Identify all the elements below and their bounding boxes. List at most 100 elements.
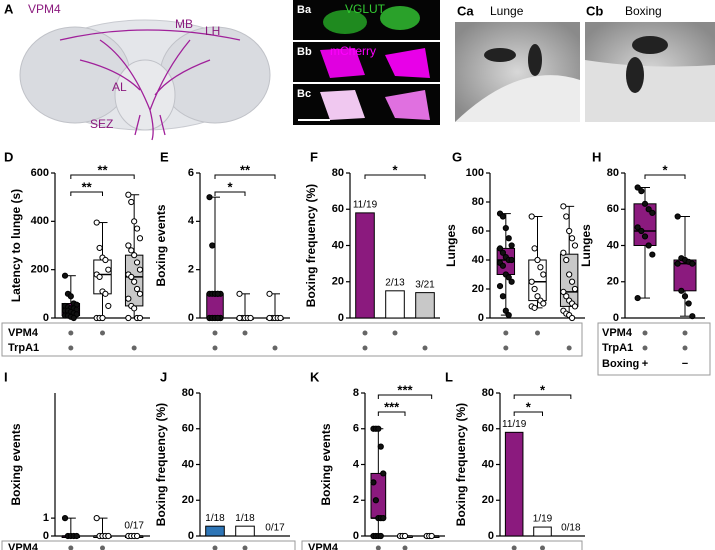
data-point <box>502 307 509 314</box>
image-label: Boxing <box>625 4 662 18</box>
data-point <box>206 194 213 201</box>
condition-dot <box>503 345 509 351</box>
data-point <box>99 314 106 322</box>
data-point <box>372 497 379 504</box>
data-point <box>634 224 641 231</box>
data-point <box>571 303 579 310</box>
data-point <box>136 235 144 242</box>
value-label: 0/18 <box>561 523 581 534</box>
y-tick-label: 60 <box>182 423 194 435</box>
y-tick-label: 4 <box>353 458 360 470</box>
region-label: MB <box>175 17 193 31</box>
data-point <box>563 213 570 220</box>
data-point <box>563 293 570 300</box>
stain-label: VGLUT <box>345 2 386 16</box>
significance-bracket <box>377 411 406 416</box>
data-point <box>689 313 696 320</box>
y-axis-title: Latency to lunge (s) <box>9 189 23 302</box>
data-point <box>674 260 681 267</box>
panel-letter: E <box>160 149 169 164</box>
y-tick-label: 0 <box>43 312 49 324</box>
bar <box>385 290 405 319</box>
condition-dot <box>68 545 74 550</box>
data-point <box>566 227 573 235</box>
significance-bracket <box>644 174 686 179</box>
significance-bracket <box>513 411 543 416</box>
y-tick-label: 20 <box>332 276 344 288</box>
data-point <box>528 213 535 220</box>
y-tick-label: 6 <box>188 167 194 179</box>
panel-letter: D <box>4 149 13 164</box>
data-point <box>61 515 69 522</box>
value-label: 3/21 <box>415 279 435 290</box>
y-tick-label: 40 <box>472 254 484 266</box>
y-axis-title: Lunges <box>444 224 458 267</box>
condition-dot <box>68 345 74 351</box>
data-point <box>428 532 435 540</box>
condition-table <box>1 540 296 550</box>
panel-letter: Cb <box>586 3 603 18</box>
bar <box>205 525 225 537</box>
data-point <box>133 532 141 540</box>
value-label: 1/19 <box>533 514 553 525</box>
y-tick-label: 60 <box>482 423 494 435</box>
data-point <box>214 290 221 297</box>
significance-bracket <box>364 174 426 179</box>
y-tick-label: 8 <box>353 387 359 399</box>
condition-dot <box>100 545 105 550</box>
data-point <box>73 532 80 540</box>
data-point <box>499 249 507 256</box>
data-point <box>125 191 132 198</box>
data-point <box>634 184 641 191</box>
data-point <box>634 294 641 302</box>
condition-dot <box>511 545 517 550</box>
value-label: 0/17 <box>124 521 144 532</box>
data-point <box>214 314 221 322</box>
data-point <box>560 249 567 256</box>
condition-dot <box>362 345 368 351</box>
data-point <box>674 213 681 220</box>
y-tick-label: 80 <box>472 196 484 208</box>
data-point <box>96 273 103 281</box>
data-point <box>375 425 382 432</box>
value-label: 1/18 <box>205 513 225 524</box>
data-point <box>638 227 645 235</box>
significance-bracket <box>377 394 433 399</box>
data-point <box>678 287 685 294</box>
data-point <box>502 225 509 232</box>
box <box>206 293 224 319</box>
condition-dot <box>566 345 572 351</box>
data-point <box>236 314 243 322</box>
y-axis-title: Boxing frequency (%) <box>454 403 468 526</box>
condition-dot <box>100 330 105 336</box>
data-point <box>128 273 135 281</box>
data-point <box>563 256 570 264</box>
data-point <box>277 314 284 322</box>
data-point <box>531 304 538 311</box>
y-tick-label: 40 <box>182 458 194 470</box>
data-point <box>568 278 576 285</box>
y-tick-label: 60 <box>472 225 484 237</box>
condition-dot <box>402 545 408 550</box>
bar <box>415 292 435 319</box>
value-label: 11/19 <box>353 200 378 211</box>
data-point <box>209 242 216 249</box>
data-point <box>540 300 547 307</box>
data-point <box>499 262 507 269</box>
data-point <box>649 251 656 258</box>
data-point <box>505 235 512 242</box>
sign-label: − <box>682 358 688 370</box>
value-label: 11/19 <box>502 419 527 430</box>
y-tick-label: 4 <box>188 215 195 227</box>
y-axis-title: Lunges <box>579 224 593 267</box>
y-tick-label: 0 <box>478 312 484 324</box>
region-label: LH <box>205 24 220 38</box>
data-point <box>105 532 112 540</box>
y-tick-label: 0 <box>613 312 619 324</box>
y-tick-label: 0 <box>43 530 49 542</box>
panel-letter: Bc <box>297 88 311 100</box>
data-point <box>645 242 652 249</box>
y-tick-label: 1 <box>43 512 49 524</box>
image-label: VPM4 <box>28 2 61 16</box>
condition-dot <box>392 330 398 336</box>
